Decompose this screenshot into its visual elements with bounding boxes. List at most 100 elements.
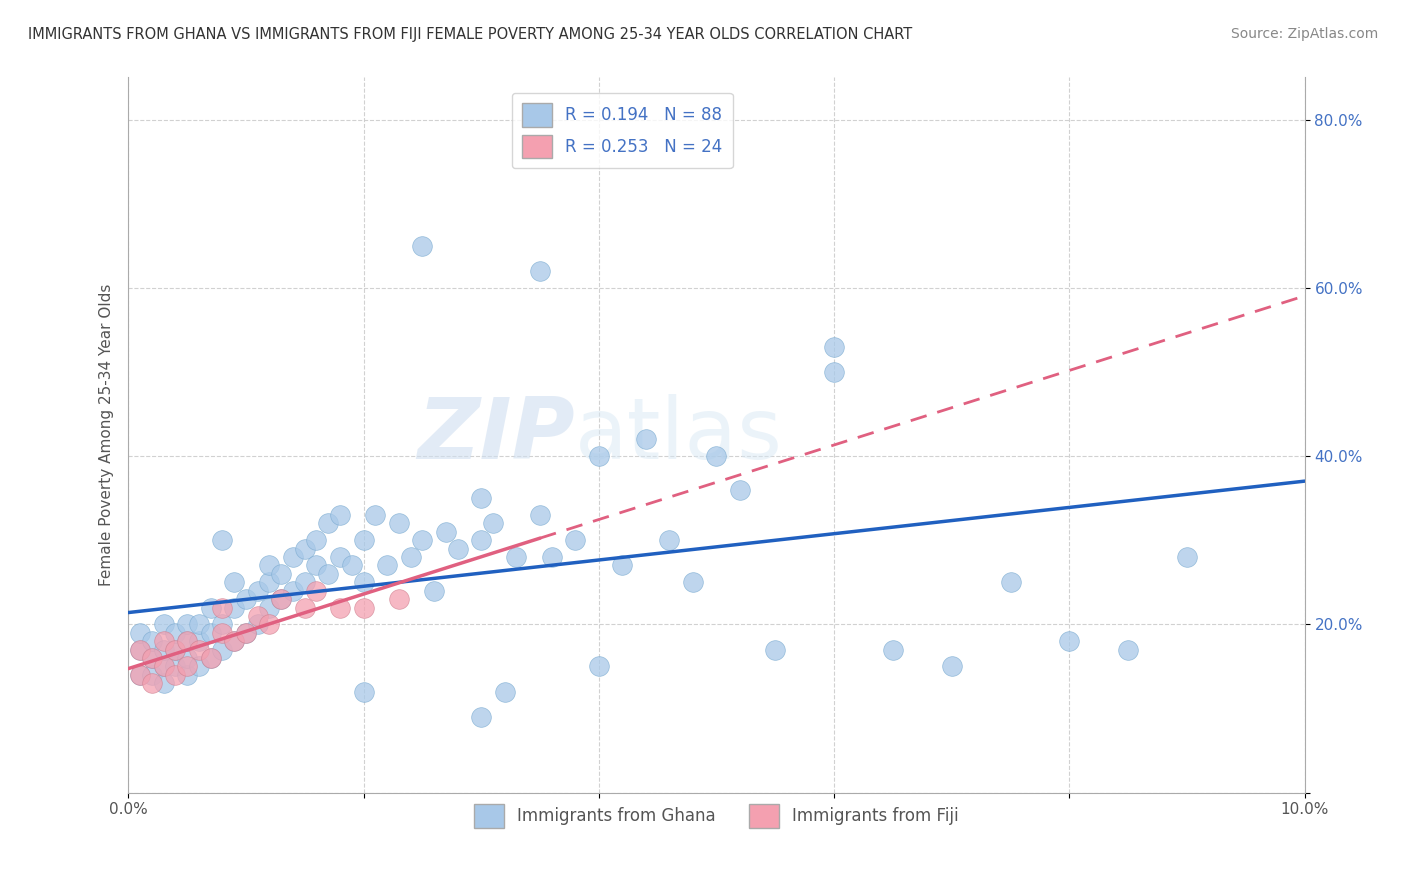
Point xyxy=(294,575,316,590)
Point xyxy=(1116,642,1139,657)
Point xyxy=(411,533,433,548)
Point xyxy=(353,533,375,548)
Point xyxy=(235,625,257,640)
Point xyxy=(129,668,152,682)
Point xyxy=(1175,550,1198,565)
Point xyxy=(375,558,398,573)
Point xyxy=(246,609,269,624)
Point xyxy=(176,634,198,648)
Point xyxy=(270,592,292,607)
Point xyxy=(152,659,174,673)
Point xyxy=(682,575,704,590)
Point xyxy=(259,575,281,590)
Point xyxy=(882,642,904,657)
Point xyxy=(187,634,209,648)
Point xyxy=(329,508,352,522)
Point xyxy=(259,600,281,615)
Point xyxy=(211,642,233,657)
Point xyxy=(165,625,187,640)
Point xyxy=(305,558,328,573)
Point xyxy=(152,659,174,673)
Text: IMMIGRANTS FROM GHANA VS IMMIGRANTS FROM FIJI FEMALE POVERTY AMONG 25-34 YEAR OL: IMMIGRANTS FROM GHANA VS IMMIGRANTS FROM… xyxy=(28,27,912,42)
Point xyxy=(176,659,198,673)
Point xyxy=(129,625,152,640)
Point xyxy=(141,676,163,690)
Point xyxy=(470,491,492,505)
Point xyxy=(588,449,610,463)
Point xyxy=(152,617,174,632)
Point xyxy=(270,592,292,607)
Point xyxy=(529,264,551,278)
Point xyxy=(141,634,163,648)
Point xyxy=(141,668,163,682)
Point xyxy=(658,533,681,548)
Point xyxy=(1000,575,1022,590)
Point xyxy=(224,634,246,648)
Point xyxy=(259,617,281,632)
Point xyxy=(141,651,163,665)
Point xyxy=(823,340,845,354)
Point xyxy=(434,524,457,539)
Point xyxy=(200,651,222,665)
Point xyxy=(353,684,375,698)
Point xyxy=(470,710,492,724)
Point xyxy=(494,684,516,698)
Point xyxy=(200,625,222,640)
Point xyxy=(294,600,316,615)
Point xyxy=(706,449,728,463)
Point xyxy=(305,583,328,598)
Point xyxy=(316,566,339,581)
Point xyxy=(305,533,328,548)
Point xyxy=(294,541,316,556)
Point xyxy=(211,617,233,632)
Point xyxy=(211,625,233,640)
Point xyxy=(259,558,281,573)
Point xyxy=(165,642,187,657)
Point xyxy=(482,516,505,531)
Point xyxy=(211,533,233,548)
Point xyxy=(540,550,562,565)
Point xyxy=(129,642,152,657)
Legend: Immigrants from Ghana, Immigrants from Fiji: Immigrants from Ghana, Immigrants from F… xyxy=(467,797,966,834)
Point xyxy=(470,533,492,548)
Point xyxy=(165,659,187,673)
Text: ZIP: ZIP xyxy=(418,393,575,476)
Point xyxy=(1059,634,1081,648)
Point xyxy=(246,617,269,632)
Point xyxy=(141,651,163,665)
Point xyxy=(200,600,222,615)
Point xyxy=(129,668,152,682)
Point xyxy=(612,558,634,573)
Point xyxy=(316,516,339,531)
Point xyxy=(176,668,198,682)
Point xyxy=(211,600,233,615)
Point xyxy=(270,566,292,581)
Point xyxy=(187,659,209,673)
Point xyxy=(353,600,375,615)
Point xyxy=(246,583,269,598)
Point xyxy=(588,659,610,673)
Point xyxy=(388,592,411,607)
Point xyxy=(224,575,246,590)
Point xyxy=(446,541,468,556)
Point xyxy=(329,600,352,615)
Point xyxy=(165,642,187,657)
Point xyxy=(224,600,246,615)
Point xyxy=(129,642,152,657)
Point xyxy=(165,668,187,682)
Point xyxy=(152,634,174,648)
Point xyxy=(505,550,527,565)
Point xyxy=(364,508,387,522)
Point xyxy=(941,659,963,673)
Point xyxy=(235,625,257,640)
Point xyxy=(235,592,257,607)
Y-axis label: Female Poverty Among 25-34 Year Olds: Female Poverty Among 25-34 Year Olds xyxy=(100,284,114,586)
Point xyxy=(423,583,446,598)
Point xyxy=(152,642,174,657)
Point xyxy=(564,533,586,548)
Point xyxy=(200,651,222,665)
Point xyxy=(340,558,363,573)
Point xyxy=(281,583,304,598)
Point xyxy=(763,642,786,657)
Point xyxy=(187,617,209,632)
